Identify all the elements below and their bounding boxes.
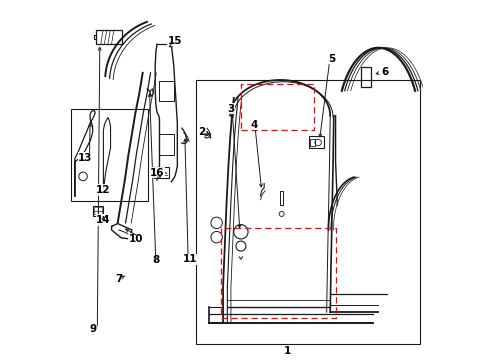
Bar [360,67,370,87]
Bar [71,109,148,202]
Bar [154,167,168,178]
Text: 4: 4 [250,120,258,130]
Text: 6: 6 [381,67,388,77]
Text: 7: 7 [115,274,122,284]
Text: 16: 16 [149,168,164,178]
Text: 13: 13 [78,153,93,163]
Text: 2: 2 [198,127,205,137]
Text: 10: 10 [128,234,143,244]
Text: 8: 8 [152,255,159,265]
Bar [279,191,283,205]
Bar [159,81,173,102]
Bar [309,139,314,147]
Text: 14: 14 [96,215,110,225]
Text: 12: 12 [96,185,110,195]
Bar [96,30,122,44]
Text: 15: 15 [167,36,182,46]
Text: 1: 1 [283,346,290,356]
Text: 9: 9 [89,324,96,334]
Bar [308,136,323,148]
Text: 11: 11 [183,254,197,264]
Bar [159,134,173,155]
Text: 3: 3 [227,104,234,113]
Bar [196,80,419,344]
Bar [94,207,102,214]
Bar [93,206,103,216]
Text: 5: 5 [328,54,335,64]
